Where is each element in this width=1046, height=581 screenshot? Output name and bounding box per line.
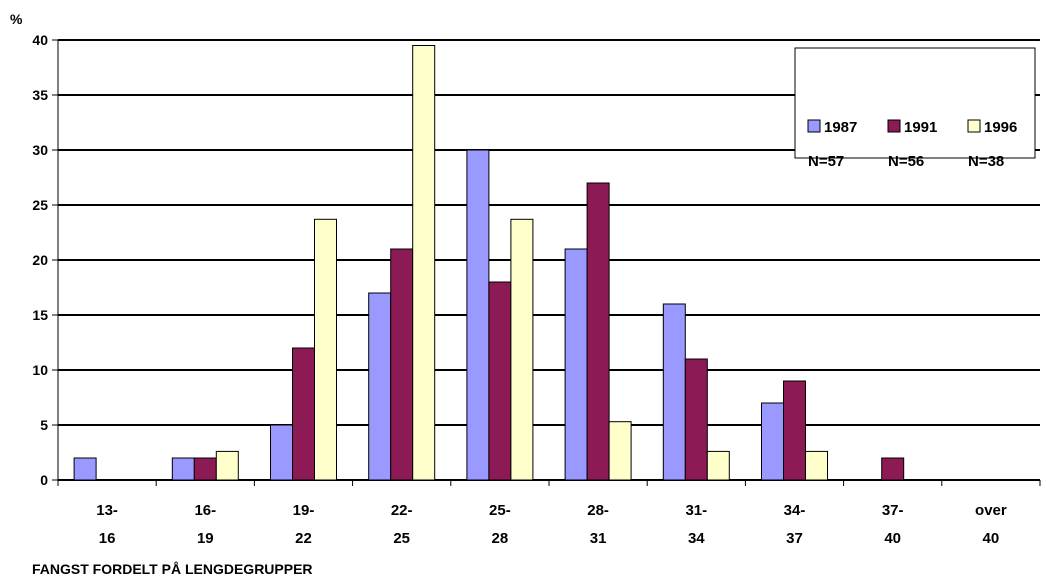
bar-1991-1 (193, 457, 217, 481)
legend-n-1991: N=56 (888, 153, 924, 170)
x-tick-label: 13- (96, 502, 118, 519)
bar-1987-4 (466, 149, 490, 481)
y-tick-label: 30 (32, 142, 48, 158)
x-tick-label: 22- (391, 502, 413, 519)
x-tick-label: over (975, 502, 1007, 519)
x-tick-label: 28 (492, 530, 509, 547)
y-tick-label: 10 (32, 362, 48, 378)
legend-swatch-1991 (887, 119, 901, 133)
bar-1991-6 (684, 358, 708, 481)
bar-1991-8 (881, 457, 905, 481)
y-tick-label: 25 (32, 197, 48, 213)
bar-1996-4 (510, 218, 534, 481)
bar-1987-1 (171, 457, 195, 481)
legend-label-1987: 1987 (824, 119, 857, 136)
y-tick-label: 15 (32, 307, 48, 323)
legend-label-1991: 1991 (904, 119, 937, 136)
y-axis-label: % (10, 11, 23, 27)
y-tick-label: 40 (32, 32, 48, 48)
bar-1991-2 (292, 347, 315, 481)
legend-swatch-1987 (807, 119, 821, 133)
x-tick-label: 25 (393, 530, 410, 547)
x-tick-label: 37- (882, 502, 904, 519)
bar-1996-7 (805, 450, 828, 481)
bar-1996-2 (314, 218, 337, 481)
legend-n-1996: N=38 (968, 153, 1004, 170)
y-tick-label: 0 (40, 472, 48, 488)
bar-1991-4 (488, 281, 512, 481)
x-tick-label: 19- (293, 502, 315, 519)
x-tick-label: 28- (587, 502, 609, 519)
bar-1991-3 (390, 248, 414, 481)
grid-lines (58, 39, 1040, 481)
legend-n-1987: N=57 (808, 153, 844, 170)
x-tick-label: 34 (688, 530, 705, 547)
legend-label-1996: 1996 (984, 119, 1017, 136)
x-tick-label: 25- (489, 502, 511, 519)
bars (73, 45, 905, 481)
bar-1991-5 (586, 182, 610, 481)
x-tick-label: 22 (295, 530, 312, 547)
x-tick-label: 40 (884, 530, 901, 547)
bar-1987-2 (270, 424, 293, 481)
bar-1996-5 (608, 421, 632, 481)
bar-1991-7 (783, 380, 806, 481)
bar-1987-5 (564, 248, 588, 481)
bar-1987-7 (761, 402, 784, 481)
bar-1996-1 (215, 450, 239, 481)
legend-swatch-1996 (967, 119, 981, 133)
bar-1996-3 (412, 45, 436, 481)
y-axis: 0 5 10 15 20 25 30 35 40 (32, 32, 59, 488)
y-tick-label: 5 (40, 417, 48, 433)
legend: 1987 N=57 1991 N=56 1996 N=38 (794, 47, 1036, 170)
bar-1987-6 (662, 303, 686, 481)
bar-1996-6 (706, 450, 730, 481)
x-tick-label: 19 (197, 530, 214, 547)
x-tick-label: 37 (786, 530, 803, 547)
y-tick-label: 20 (32, 252, 48, 268)
x-tick-label: 31 (590, 530, 607, 547)
x-tick-label: 16 (99, 530, 116, 547)
y-tick-label: 35 (32, 87, 48, 103)
x-axis: 13- 16 16- 19 19- 22 22- 25 25- 28 28- 31 31- 34 34- 37… (57, 480, 1041, 547)
x-tick-label: 16- (194, 502, 216, 519)
x-tick-label: 34- (784, 502, 806, 519)
x-tick-label: 31- (685, 502, 707, 519)
bar-1987-0 (73, 457, 97, 481)
bar-1987-3 (368, 292, 392, 481)
x-tick-label: 40 (983, 530, 1000, 547)
legend-box (794, 47, 1036, 159)
chart-title: FANGST FORDELT PÅ LENGDEGRUPPER (32, 561, 313, 577)
